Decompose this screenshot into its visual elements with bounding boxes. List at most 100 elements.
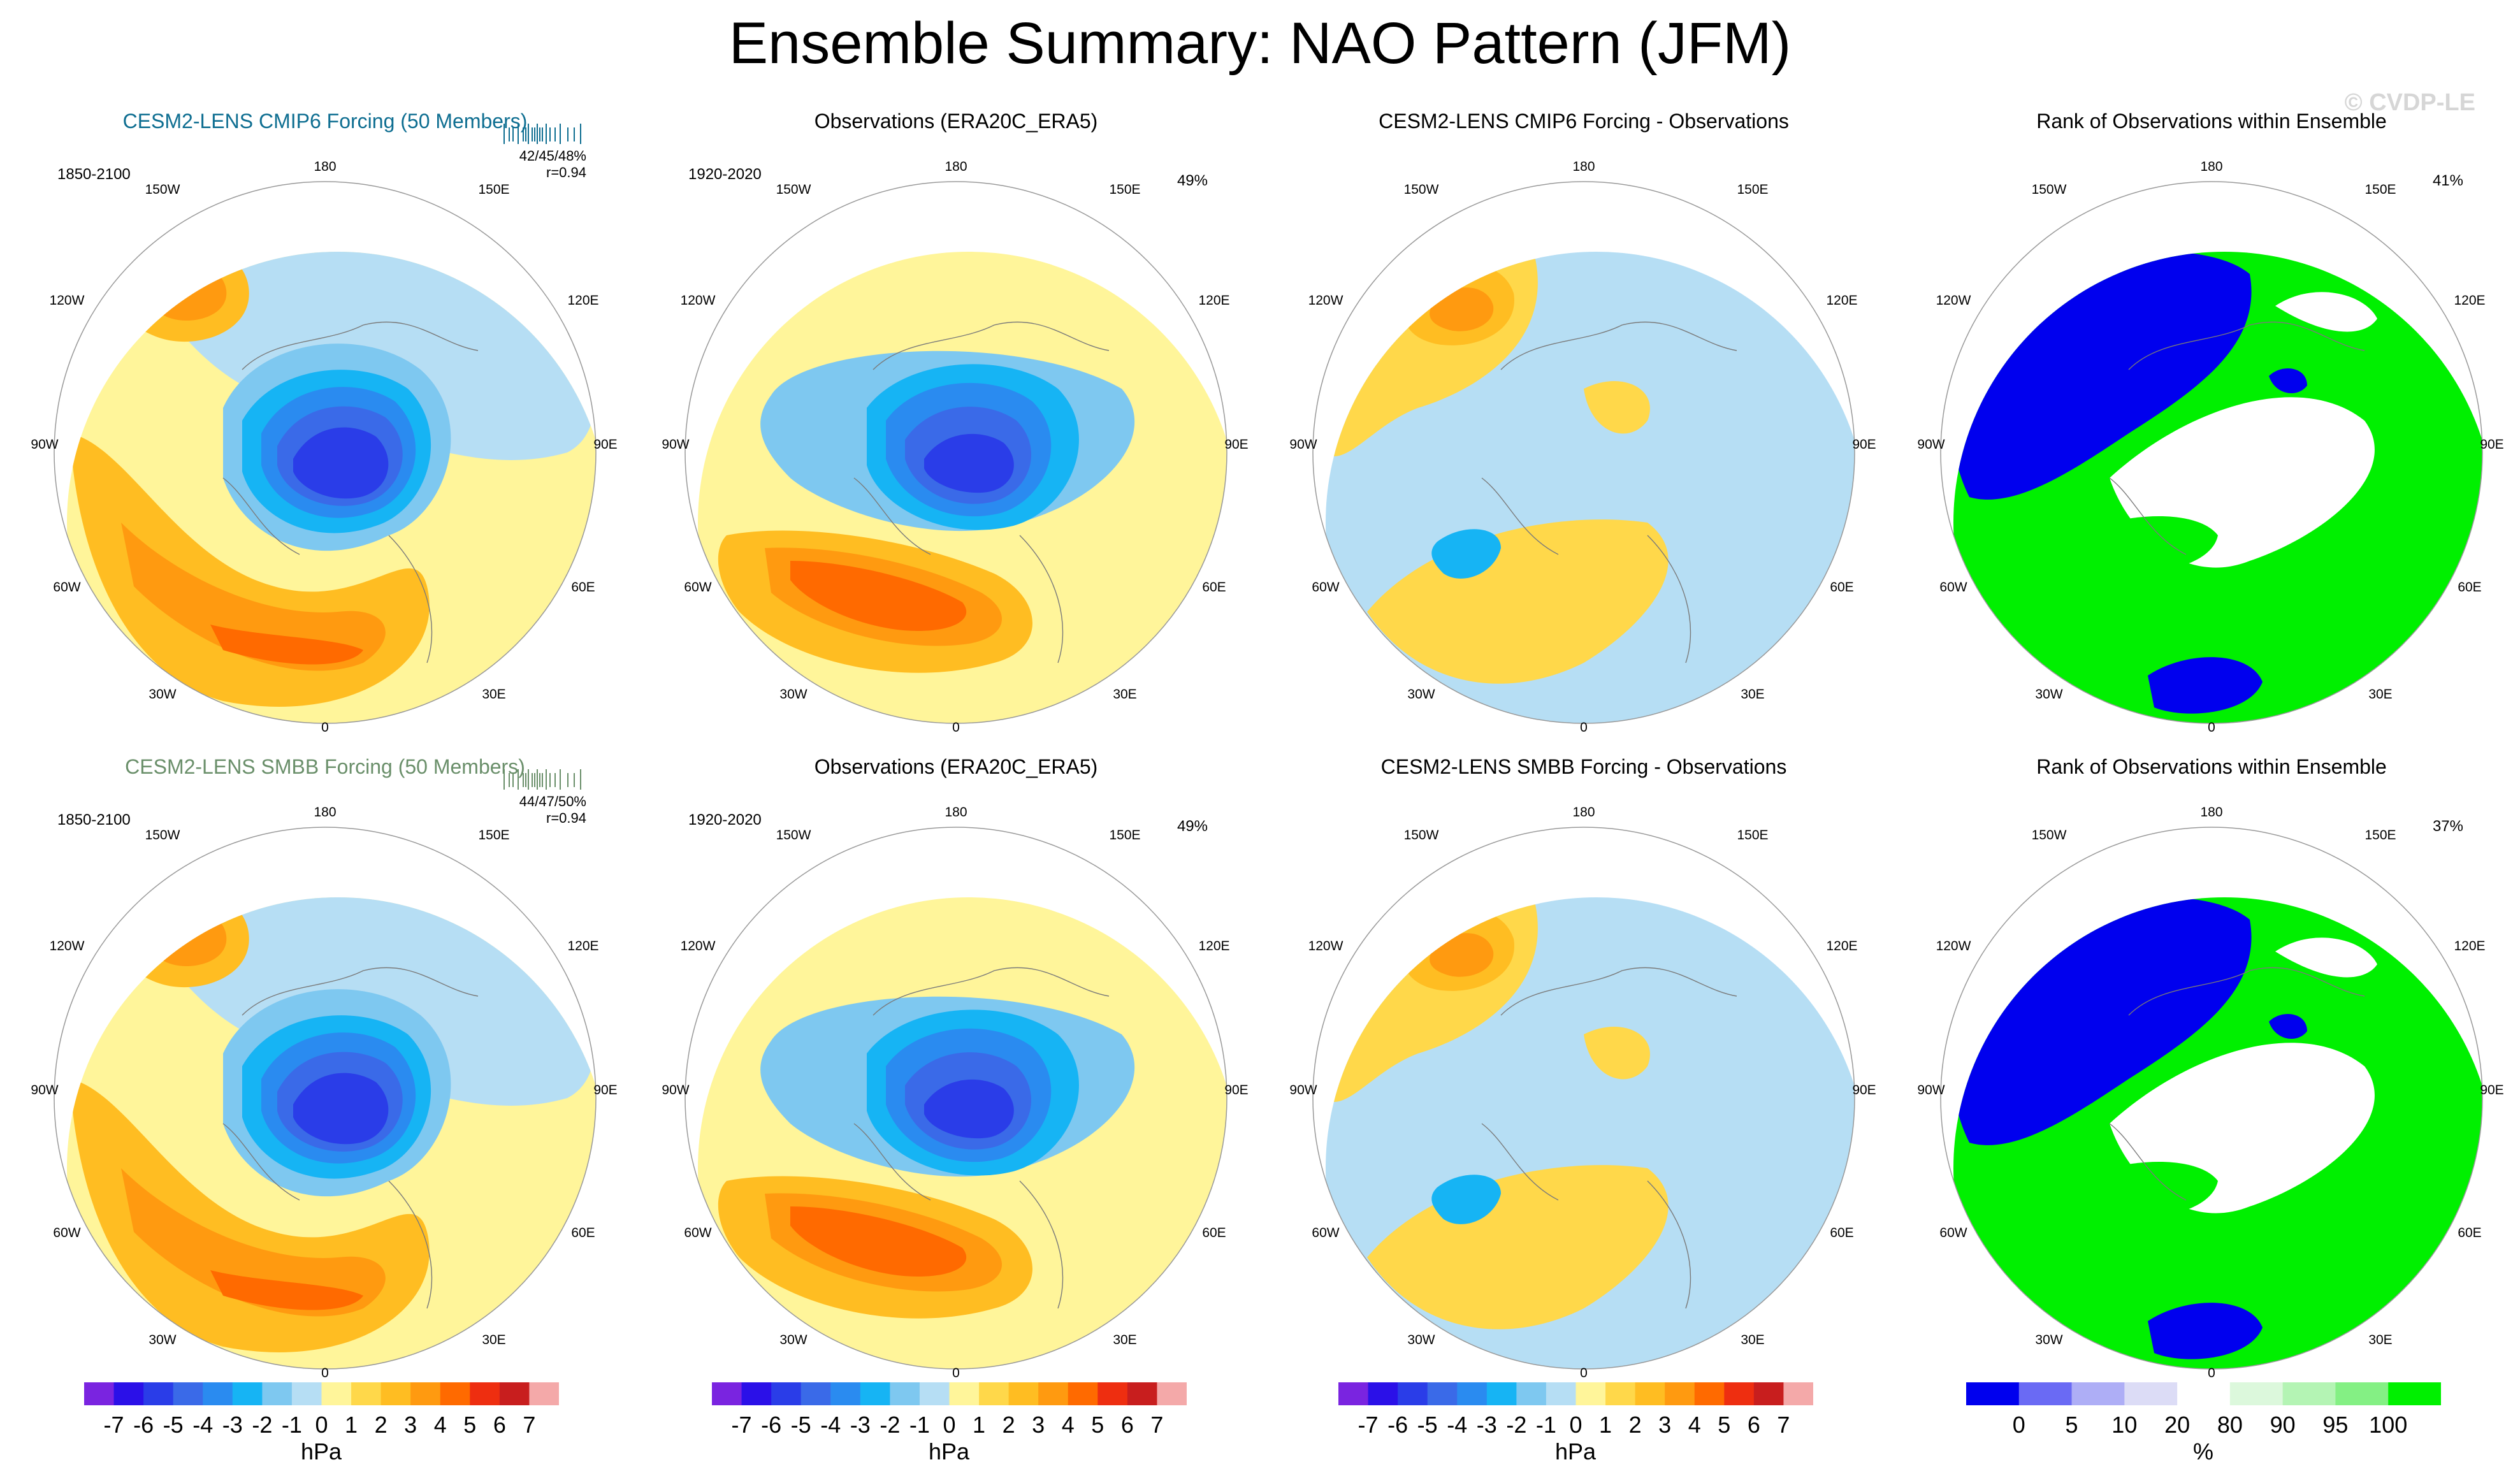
colorbar-tick-label: 20 bbox=[2164, 1412, 2191, 1438]
colorbar-swatch bbox=[830, 1382, 861, 1405]
panel-row2-col2: Observations (ERA20C_ERA5) 180 150W 150E 120… bbox=[650, 754, 1262, 1398]
lon-label-bottom: 0 bbox=[2208, 1366, 2215, 1380]
ensemble-stats: 44/47/50% r=0.94 bbox=[519, 793, 586, 827]
member-tick bbox=[518, 124, 519, 144]
polar-map bbox=[1940, 181, 2483, 724]
lon-label-l3: 60W bbox=[1939, 1226, 1967, 1240]
variance-percent: 41% bbox=[2432, 172, 2463, 189]
lon-label-br: 30E bbox=[2368, 1333, 2393, 1347]
lon-label-tl: 150W bbox=[1403, 828, 1439, 843]
lon-label-bottom: 0 bbox=[2208, 720, 2215, 735]
lon-label-l1: 120W bbox=[1936, 939, 1971, 953]
lon-label-br: 30E bbox=[2368, 687, 2393, 702]
colorbar-swatch bbox=[1457, 1382, 1488, 1405]
colorbar-swatch bbox=[113, 1382, 144, 1405]
colorbar-tick-label: -3 bbox=[1476, 1412, 1497, 1438]
lon-label-bl: 30W bbox=[779, 1333, 807, 1347]
lon-label-r1: 120E bbox=[2454, 293, 2486, 308]
lon-label-r3: 60E bbox=[571, 580, 595, 595]
lon-label-l3: 60W bbox=[1312, 580, 1340, 595]
member-tick bbox=[503, 769, 505, 790]
lon-label-top: 180 bbox=[1572, 159, 1595, 174]
colorbar-tick-label: 5 bbox=[2065, 1412, 2078, 1438]
member-tick bbox=[542, 773, 543, 787]
lon-label-br: 30E bbox=[482, 1333, 506, 1347]
lon-label-r3: 60E bbox=[1202, 580, 1226, 595]
map-outline bbox=[1940, 181, 2483, 724]
member-tick bbox=[546, 124, 547, 144]
rank-region bbox=[2269, 1014, 2307, 1039]
member-tick bbox=[554, 127, 556, 141]
colorbar-tick-label: -1 bbox=[909, 1412, 930, 1438]
contour-region bbox=[790, 1206, 967, 1277]
member-tick bbox=[523, 127, 524, 141]
lon-label-tl: 150W bbox=[1403, 182, 1439, 197]
member-tick bbox=[523, 773, 524, 787]
colorbar-tick-label: 100 bbox=[2369, 1412, 2408, 1438]
colorbar-tick-label: -3 bbox=[850, 1412, 871, 1438]
colorbar-swatch bbox=[2388, 1382, 2442, 1405]
lon-label-r1: 120E bbox=[567, 939, 599, 953]
panel-title: CESM2-LENS SMBB Forcing - Observations bbox=[1380, 755, 1787, 778]
member-spread-bar bbox=[497, 768, 593, 791]
member-tick bbox=[509, 127, 510, 141]
lon-label-l1: 120W bbox=[1308, 939, 1343, 953]
panel-row2-col1: CESM2-LENS SMBB Forcing (50 Members) 180 1… bbox=[19, 754, 631, 1398]
lon-label-tr: 150E bbox=[2364, 182, 2396, 197]
colorbar-tick-label: -5 bbox=[163, 1412, 184, 1438]
lon-label-l1: 120W bbox=[680, 293, 716, 308]
panel-row1-col4: Rank of Observations within Ensemble 180 1… bbox=[1906, 108, 2517, 752]
colorbar-swatch bbox=[2282, 1382, 2336, 1405]
member-tick bbox=[534, 773, 535, 787]
polar-map bbox=[54, 181, 597, 724]
colorbar-swatch bbox=[771, 1382, 802, 1405]
panel-row1-col3: CESM2-LENS CMIP6 Forcing - Observations 1… bbox=[1278, 108, 1890, 752]
contour-region bbox=[120, 252, 249, 342]
member-tick bbox=[532, 127, 533, 141]
colorbar-swatch bbox=[143, 1382, 174, 1405]
panel-row1-col1: CESM2-LENS CMIP6 Forcing (50 Members) 180… bbox=[19, 108, 631, 752]
colorbar-tick-label: -6 bbox=[761, 1412, 782, 1438]
colorbar-hpa-3-unit: hPa bbox=[1554, 1438, 1597, 1465]
lon-label-bl: 30W bbox=[2035, 1333, 2063, 1347]
member-tick bbox=[525, 127, 526, 141]
colorbar-tick-label: 3 bbox=[1658, 1412, 1672, 1438]
contour-region bbox=[121, 523, 386, 671]
member-tick bbox=[539, 773, 540, 787]
panel-title: Rank of Observations within Ensemble bbox=[2036, 755, 2387, 778]
map-outline bbox=[1312, 181, 1855, 724]
panel-row2-col4: Rank of Observations within Ensemble 180 1… bbox=[1906, 754, 2517, 1398]
colorbar-swatch bbox=[1575, 1382, 1606, 1405]
member-tick bbox=[525, 773, 526, 787]
contour-region bbox=[150, 912, 227, 966]
lon-label-br: 30E bbox=[482, 687, 506, 702]
colorbar-swatch bbox=[1694, 1382, 1725, 1405]
colorbar-swatch bbox=[1665, 1382, 1695, 1405]
colorbar-tick-label: 0 bbox=[2012, 1412, 2025, 1438]
colorbar-tick-label: -7 bbox=[731, 1412, 752, 1438]
map-outline bbox=[684, 827, 1227, 1370]
colorbar-swatch bbox=[529, 1382, 560, 1405]
member-tick bbox=[580, 124, 581, 144]
lon-label-bottom: 0 bbox=[952, 1366, 960, 1380]
panel-row1-col2: Observations (ERA20C_ERA5) 180 150W 150E 120… bbox=[650, 108, 1262, 752]
colorbar-tick-label: 1 bbox=[345, 1412, 358, 1438]
lon-label-r2: 90E bbox=[1852, 437, 1876, 452]
polar-map bbox=[684, 181, 1227, 724]
colorbar-tick-label: -6 bbox=[1387, 1412, 1408, 1438]
colorbar-swatch bbox=[1516, 1382, 1547, 1405]
colorbar-tick-label: -2 bbox=[252, 1412, 273, 1438]
colorbar-tick-label: 0 bbox=[1569, 1412, 1582, 1438]
colorbar-swatch bbox=[2335, 1382, 2389, 1405]
ensemble-stats: 42/45/48% r=0.94 bbox=[519, 148, 586, 181]
panel-row2-col3: CESM2-LENS SMBB Forcing - Observations 18… bbox=[1278, 754, 1890, 1398]
lon-label-bottom: 0 bbox=[952, 720, 960, 735]
watermark: © CVDP-LE bbox=[2344, 89, 2475, 116]
lon-label-tr: 150E bbox=[1737, 182, 1769, 197]
colorbar-tick-label: -3 bbox=[222, 1412, 243, 1438]
colorbar-tick-label: 3 bbox=[404, 1412, 417, 1438]
lon-label-bl: 30W bbox=[1407, 1333, 1435, 1347]
lon-label-l2: 90W bbox=[31, 1083, 59, 1097]
colorbar-swatch bbox=[1966, 1382, 2020, 1405]
lon-label-bl: 30W bbox=[148, 687, 177, 702]
